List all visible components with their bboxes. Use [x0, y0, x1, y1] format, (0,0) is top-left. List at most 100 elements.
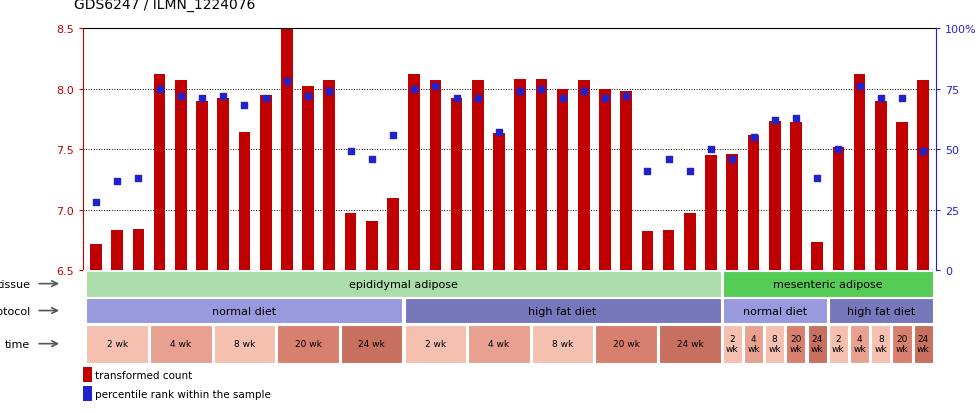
- Bar: [277, 325, 339, 363]
- Bar: [769, 122, 780, 271]
- Bar: [341, 325, 403, 363]
- Point: [533, 86, 549, 93]
- Bar: [726, 154, 738, 271]
- Point: [894, 96, 909, 102]
- Bar: [150, 325, 212, 363]
- Bar: [829, 298, 933, 324]
- Text: 2 wk: 2 wk: [424, 339, 446, 348]
- Bar: [832, 147, 844, 271]
- Text: 20 wk: 20 wk: [612, 339, 640, 348]
- Text: 4
wk: 4 wk: [747, 334, 760, 354]
- Point: [407, 86, 422, 93]
- Point: [279, 79, 295, 85]
- Point: [597, 96, 612, 102]
- Bar: [175, 81, 187, 271]
- Point: [88, 199, 104, 206]
- Point: [470, 96, 486, 102]
- Point: [427, 83, 443, 90]
- Bar: [493, 134, 505, 271]
- Point: [110, 178, 125, 185]
- Text: tissue: tissue: [0, 279, 30, 289]
- Bar: [239, 133, 250, 271]
- Point: [258, 96, 273, 102]
- Bar: [90, 244, 102, 271]
- Point: [830, 147, 846, 153]
- Text: 24 wk: 24 wk: [676, 339, 704, 348]
- Bar: [620, 92, 632, 271]
- Bar: [405, 298, 720, 324]
- Point: [873, 96, 889, 102]
- Point: [364, 156, 379, 163]
- Text: 4 wk: 4 wk: [171, 339, 191, 348]
- Bar: [86, 325, 148, 363]
- Bar: [345, 214, 357, 271]
- Bar: [660, 325, 720, 363]
- Bar: [913, 325, 933, 363]
- Text: 20 wk: 20 wk: [295, 339, 321, 348]
- Text: 4
wk: 4 wk: [854, 334, 866, 354]
- Bar: [875, 102, 887, 271]
- Text: normal diet: normal diet: [743, 306, 807, 316]
- Point: [618, 93, 634, 100]
- Point: [236, 103, 252, 109]
- Point: [321, 88, 337, 95]
- Point: [704, 147, 719, 153]
- Bar: [684, 214, 696, 271]
- Point: [513, 88, 528, 95]
- Text: 24
wk: 24 wk: [917, 334, 929, 354]
- Point: [555, 96, 570, 102]
- Text: percentile rank within the sample: percentile rank within the sample: [95, 389, 271, 399]
- Text: 4 wk: 4 wk: [488, 339, 510, 348]
- Point: [173, 93, 189, 100]
- Point: [343, 149, 359, 155]
- Bar: [260, 95, 271, 271]
- Bar: [532, 325, 593, 363]
- Bar: [790, 123, 802, 271]
- Bar: [722, 325, 742, 363]
- Bar: [83, 368, 92, 382]
- Bar: [468, 325, 530, 363]
- Text: 24 wk: 24 wk: [359, 339, 385, 348]
- Bar: [429, 81, 441, 271]
- Bar: [722, 271, 933, 297]
- Point: [724, 156, 740, 163]
- Bar: [196, 102, 208, 271]
- Bar: [536, 80, 547, 271]
- Bar: [722, 298, 827, 324]
- Bar: [765, 325, 784, 363]
- Bar: [829, 325, 848, 363]
- Text: protocol: protocol: [0, 306, 30, 316]
- Point: [767, 117, 783, 124]
- Point: [449, 96, 465, 102]
- Point: [852, 83, 867, 90]
- Bar: [854, 75, 865, 271]
- Bar: [86, 298, 403, 324]
- Text: 2
wk: 2 wk: [726, 334, 739, 354]
- Text: 8
wk: 8 wk: [768, 334, 781, 354]
- Bar: [599, 89, 611, 271]
- Bar: [557, 89, 568, 271]
- Text: 20
wk: 20 wk: [896, 334, 908, 354]
- Bar: [578, 81, 590, 271]
- Bar: [706, 156, 717, 271]
- Bar: [896, 123, 907, 271]
- Point: [746, 134, 761, 141]
- Bar: [83, 386, 92, 401]
- Text: time: time: [5, 339, 30, 349]
- Point: [661, 156, 676, 163]
- Bar: [451, 99, 463, 271]
- Point: [216, 93, 231, 100]
- Bar: [387, 198, 399, 271]
- Bar: [642, 232, 654, 271]
- Text: epididymal adipose: epididymal adipose: [349, 279, 458, 289]
- Bar: [366, 221, 377, 271]
- Text: transformed count: transformed count: [95, 370, 192, 380]
- Point: [576, 88, 592, 95]
- Bar: [472, 81, 483, 271]
- Bar: [596, 325, 657, 363]
- Point: [682, 168, 698, 175]
- Bar: [917, 81, 929, 271]
- Bar: [323, 81, 335, 271]
- Bar: [281, 29, 293, 271]
- Bar: [405, 325, 466, 363]
